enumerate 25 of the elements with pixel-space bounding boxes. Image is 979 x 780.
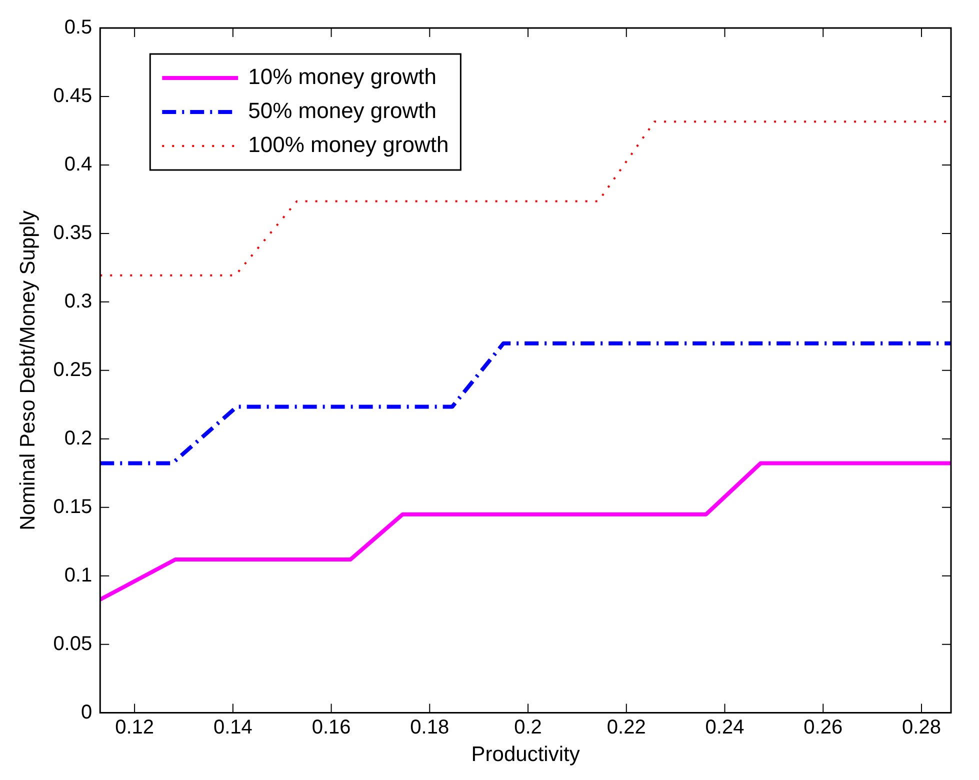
legend-label: 10% money growth <box>248 64 436 90</box>
y-tick-label: 0.3 <box>64 290 92 312</box>
y-tick-label: 0.15 <box>53 496 92 518</box>
x-tick-label: 0.28 <box>902 716 941 738</box>
y-tick-label: 0.1 <box>64 564 92 586</box>
y-tick-label: 0.45 <box>53 84 92 107</box>
x-tick-label: 0.2 <box>514 716 542 738</box>
y-tick-label: 0.25 <box>53 358 92 381</box>
y-tick-label: 0.35 <box>53 222 92 244</box>
y-tick-label: 0.05 <box>53 632 92 655</box>
legend-label: 100% money growth <box>248 132 449 158</box>
x-tick-label: 0.14 <box>213 716 252 738</box>
y-axis-title: Nominal Peso Debt/Money Supply <box>16 210 40 530</box>
x-tick-label: 0.16 <box>312 716 351 738</box>
y-tick-label: 0 <box>81 701 92 724</box>
x-tick-label: 0.24 <box>705 716 744 738</box>
x-axis-title: Productivity <box>471 743 580 766</box>
x-tick-label: 0.18 <box>410 716 450 738</box>
y-tick-label: 0.2 <box>64 427 92 450</box>
x-tick-label: 0.22 <box>606 716 646 738</box>
legend-label: 50% money growth <box>248 98 436 124</box>
y-tick-label: 0.5 <box>64 16 92 39</box>
x-tick-label: 0.26 <box>804 716 843 738</box>
y-tick-label: 0.4 <box>64 153 92 176</box>
x-tick-label: 0.12 <box>115 716 154 738</box>
